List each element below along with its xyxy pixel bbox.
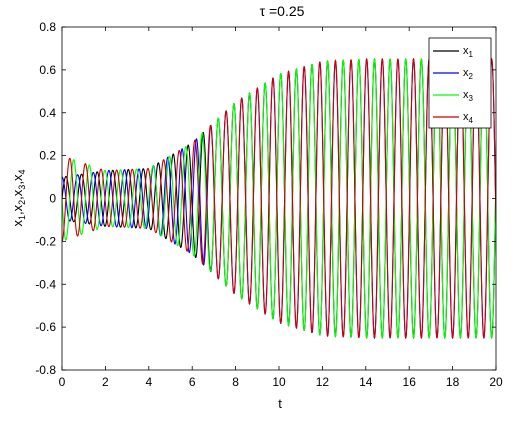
y-tick-label: 0 <box>49 192 56 206</box>
y-tick-label: 0.2 <box>39 149 56 163</box>
x-tick-label: 12 <box>316 375 330 389</box>
chart-title: τ =0.25 <box>260 3 305 19</box>
x-tick-label: 10 <box>272 375 286 389</box>
y-label-subscript: 1 <box>17 215 27 220</box>
legend-label-subscript: 2 <box>469 72 474 81</box>
y-tick-label: -0.2 <box>35 234 56 248</box>
y-label-part: x <box>10 219 25 226</box>
y-tick-label: 0.8 <box>39 20 56 34</box>
y-tick-label: -0.4 <box>35 277 56 291</box>
y-tick-label: -0.6 <box>35 320 56 334</box>
x-tick-label: 0 <box>59 375 66 389</box>
x-axis-ticks: 0 2 4 6 8 10 12 14 16 18 20 <box>59 27 503 389</box>
y-label-subscript: 4 <box>17 170 27 175</box>
y-tick-label: 0.4 <box>39 106 56 120</box>
legend-label-x1: x1 <box>463 45 474 59</box>
y-axis-label: x1,x2,x3,x4 <box>10 170 27 227</box>
x-axis-label: t <box>278 396 282 411</box>
legend-label-main: x <box>463 45 469 57</box>
legend-label-x3: x3 <box>463 89 474 103</box>
y-tick-label: 0.6 <box>39 63 56 77</box>
y-label-part: ,x <box>10 174 25 185</box>
series-group <box>62 57 496 340</box>
y-label-subscript: 3 <box>17 185 27 190</box>
series-line-x4 <box>62 57 496 340</box>
x-tick-label: 2 <box>102 375 109 389</box>
x-tick-label: 8 <box>232 375 239 389</box>
y-label-part: ,x <box>10 189 25 200</box>
x-tick-label: 18 <box>446 375 460 389</box>
legend-label-subscript: 3 <box>469 94 474 103</box>
legend-label-main: x <box>463 111 469 123</box>
x-tick-label: 4 <box>145 375 152 389</box>
legend-box <box>428 37 492 129</box>
x-tick-label: 16 <box>403 375 417 389</box>
x-tick-label: 6 <box>189 375 196 389</box>
y-label-part: ,x <box>10 204 25 215</box>
legend-label-subscript: 1 <box>469 50 474 59</box>
y-tick-label: -0.8 <box>35 363 56 377</box>
legend-label-x2: x2 <box>463 67 474 81</box>
y-label-subscript: 2 <box>17 200 27 205</box>
x-tick-label: 14 <box>359 375 373 389</box>
x-tick-label: 20 <box>489 375 503 389</box>
legend-label-subscript: 4 <box>469 116 474 125</box>
legend-label-main: x <box>463 89 469 101</box>
legend-label-x4: x4 <box>463 111 474 125</box>
y-axis-ticks: 0.8 0.6 0.4 0.2 0 -0.2 -0.4 -0.6 -0.8 <box>35 20 496 377</box>
legend-label-main: x <box>463 67 469 79</box>
